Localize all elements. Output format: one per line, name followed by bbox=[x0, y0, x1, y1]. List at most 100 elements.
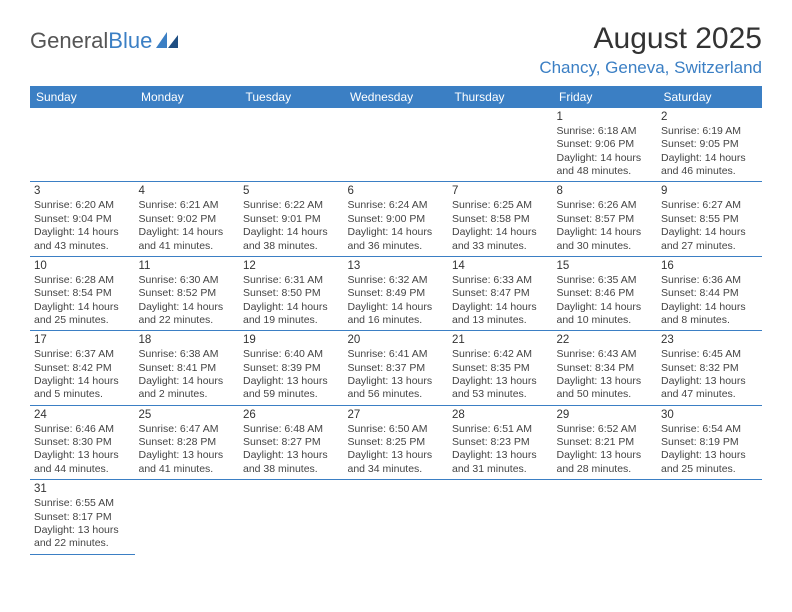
calendar-cell: 21Sunrise: 6:42 AMSunset: 8:35 PMDayligh… bbox=[448, 331, 553, 405]
cell-line-d2: and 47 minutes. bbox=[661, 388, 758, 401]
calendar-cell: 23Sunrise: 6:45 AMSunset: 8:32 PMDayligh… bbox=[657, 331, 762, 405]
cell-line-sr: Sunrise: 6:36 AM bbox=[661, 274, 758, 287]
cell-line-sr: Sunrise: 6:22 AM bbox=[243, 199, 340, 212]
day-header: Monday bbox=[135, 86, 240, 108]
logo: GeneralBlue bbox=[30, 28, 178, 54]
day-number: 31 bbox=[34, 482, 131, 497]
header: GeneralBlue August 2025 Chancy, Geneva, … bbox=[30, 22, 762, 78]
calendar-cell: 25Sunrise: 6:47 AMSunset: 8:28 PMDayligh… bbox=[135, 405, 240, 479]
cell-line-sr: Sunrise: 6:28 AM bbox=[34, 274, 131, 287]
day-number: 15 bbox=[557, 259, 654, 274]
cell-line-ss: Sunset: 8:52 PM bbox=[139, 287, 236, 300]
calendar-table: SundayMondayTuesdayWednesdayThursdayFrid… bbox=[30, 86, 762, 555]
calendar-cell: 16Sunrise: 6:36 AMSunset: 8:44 PMDayligh… bbox=[657, 256, 762, 330]
day-number: 13 bbox=[348, 259, 445, 274]
calendar-cell: 24Sunrise: 6:46 AMSunset: 8:30 PMDayligh… bbox=[30, 405, 135, 479]
calendar-cell: 3Sunrise: 6:20 AMSunset: 9:04 PMDaylight… bbox=[30, 182, 135, 256]
cell-line-d2: and 16 minutes. bbox=[348, 314, 445, 327]
cell-line-ss: Sunset: 8:42 PM bbox=[34, 362, 131, 375]
calendar-cell bbox=[448, 480, 553, 554]
cell-line-d2: and 41 minutes. bbox=[139, 463, 236, 476]
calendar-cell: 9Sunrise: 6:27 AMSunset: 8:55 PMDaylight… bbox=[657, 182, 762, 256]
day-header: Thursday bbox=[448, 86, 553, 108]
calendar-cell: 28Sunrise: 6:51 AMSunset: 8:23 PMDayligh… bbox=[448, 405, 553, 479]
cell-line-d1: Daylight: 14 hours bbox=[661, 226, 758, 239]
calendar-cell bbox=[135, 480, 240, 554]
calendar-cell: 12Sunrise: 6:31 AMSunset: 8:50 PMDayligh… bbox=[239, 256, 344, 330]
calendar-cell: 26Sunrise: 6:48 AMSunset: 8:27 PMDayligh… bbox=[239, 405, 344, 479]
calendar-cell: 18Sunrise: 6:38 AMSunset: 8:41 PMDayligh… bbox=[135, 331, 240, 405]
day-number: 16 bbox=[661, 259, 758, 274]
calendar-row: 10Sunrise: 6:28 AMSunset: 8:54 PMDayligh… bbox=[30, 256, 762, 330]
cell-line-d1: Daylight: 13 hours bbox=[557, 375, 654, 388]
day-number: 21 bbox=[452, 333, 549, 348]
cell-line-ss: Sunset: 8:17 PM bbox=[34, 511, 131, 524]
day-number: 26 bbox=[243, 408, 340, 423]
calendar-cell bbox=[553, 480, 658, 554]
cell-line-d2: and 41 minutes. bbox=[139, 240, 236, 253]
cell-line-d1: Daylight: 14 hours bbox=[452, 301, 549, 314]
cell-line-sr: Sunrise: 6:19 AM bbox=[661, 125, 758, 138]
cell-line-sr: Sunrise: 6:51 AM bbox=[452, 423, 549, 436]
day-number: 23 bbox=[661, 333, 758, 348]
cell-line-sr: Sunrise: 6:55 AM bbox=[34, 497, 131, 510]
calendar-cell bbox=[344, 480, 449, 554]
day-number: 9 bbox=[661, 184, 758, 199]
cell-line-ss: Sunset: 8:35 PM bbox=[452, 362, 549, 375]
cell-line-d2: and 28 minutes. bbox=[557, 463, 654, 476]
cell-line-d2: and 38 minutes. bbox=[243, 463, 340, 476]
day-number: 5 bbox=[243, 184, 340, 199]
cell-line-sr: Sunrise: 6:35 AM bbox=[557, 274, 654, 287]
cell-line-d1: Daylight: 14 hours bbox=[243, 226, 340, 239]
cell-line-d2: and 22 minutes. bbox=[34, 537, 131, 550]
cell-line-d2: and 5 minutes. bbox=[34, 388, 131, 401]
day-number: 30 bbox=[661, 408, 758, 423]
calendar-cell: 20Sunrise: 6:41 AMSunset: 8:37 PMDayligh… bbox=[344, 331, 449, 405]
cell-line-d2: and 34 minutes. bbox=[348, 463, 445, 476]
calendar-cell: 4Sunrise: 6:21 AMSunset: 9:02 PMDaylight… bbox=[135, 182, 240, 256]
cell-line-ss: Sunset: 8:21 PM bbox=[557, 436, 654, 449]
calendar-cell: 30Sunrise: 6:54 AMSunset: 8:19 PMDayligh… bbox=[657, 405, 762, 479]
day-number: 12 bbox=[243, 259, 340, 274]
cell-line-ss: Sunset: 8:32 PM bbox=[661, 362, 758, 375]
day-number: 10 bbox=[34, 259, 131, 274]
cell-line-d1: Daylight: 14 hours bbox=[139, 301, 236, 314]
cell-line-d1: Daylight: 14 hours bbox=[661, 301, 758, 314]
cell-line-d2: and 31 minutes. bbox=[452, 463, 549, 476]
cell-line-sr: Sunrise: 6:43 AM bbox=[557, 348, 654, 361]
cell-line-d1: Daylight: 14 hours bbox=[139, 375, 236, 388]
calendar-cell: 10Sunrise: 6:28 AMSunset: 8:54 PMDayligh… bbox=[30, 256, 135, 330]
cell-line-sr: Sunrise: 6:48 AM bbox=[243, 423, 340, 436]
calendar-cell: 7Sunrise: 6:25 AMSunset: 8:58 PMDaylight… bbox=[448, 182, 553, 256]
cell-line-ss: Sunset: 8:58 PM bbox=[452, 213, 549, 226]
calendar-cell: 5Sunrise: 6:22 AMSunset: 9:01 PMDaylight… bbox=[239, 182, 344, 256]
day-number: 29 bbox=[557, 408, 654, 423]
day-number: 19 bbox=[243, 333, 340, 348]
cell-line-sr: Sunrise: 6:27 AM bbox=[661, 199, 758, 212]
calendar-cell bbox=[239, 108, 344, 182]
day-header: Sunday bbox=[30, 86, 135, 108]
calendar-cell: 8Sunrise: 6:26 AMSunset: 8:57 PMDaylight… bbox=[553, 182, 658, 256]
calendar-header-row: SundayMondayTuesdayWednesdayThursdayFrid… bbox=[30, 86, 762, 108]
day-number: 24 bbox=[34, 408, 131, 423]
cell-line-ss: Sunset: 9:01 PM bbox=[243, 213, 340, 226]
calendar-cell: 1Sunrise: 6:18 AMSunset: 9:06 PMDaylight… bbox=[553, 108, 658, 182]
cell-line-ss: Sunset: 8:57 PM bbox=[557, 213, 654, 226]
calendar-cell: 22Sunrise: 6:43 AMSunset: 8:34 PMDayligh… bbox=[553, 331, 658, 405]
calendar-cell: 15Sunrise: 6:35 AMSunset: 8:46 PMDayligh… bbox=[553, 256, 658, 330]
calendar-cell: 29Sunrise: 6:52 AMSunset: 8:21 PMDayligh… bbox=[553, 405, 658, 479]
cell-line-d2: and 25 minutes. bbox=[661, 463, 758, 476]
calendar-cell bbox=[30, 108, 135, 182]
day-number: 14 bbox=[452, 259, 549, 274]
cell-line-ss: Sunset: 9:06 PM bbox=[557, 138, 654, 151]
cell-line-d2: and 43 minutes. bbox=[34, 240, 131, 253]
cell-line-ss: Sunset: 8:34 PM bbox=[557, 362, 654, 375]
day-number: 7 bbox=[452, 184, 549, 199]
location-text: Chancy, Geneva, Switzerland bbox=[539, 58, 762, 78]
cell-line-d2: and 59 minutes. bbox=[243, 388, 340, 401]
cell-line-sr: Sunrise: 6:18 AM bbox=[557, 125, 654, 138]
calendar-cell: 2Sunrise: 6:19 AMSunset: 9:05 PMDaylight… bbox=[657, 108, 762, 182]
cell-line-ss: Sunset: 8:49 PM bbox=[348, 287, 445, 300]
cell-line-sr: Sunrise: 6:41 AM bbox=[348, 348, 445, 361]
cell-line-ss: Sunset: 8:30 PM bbox=[34, 436, 131, 449]
